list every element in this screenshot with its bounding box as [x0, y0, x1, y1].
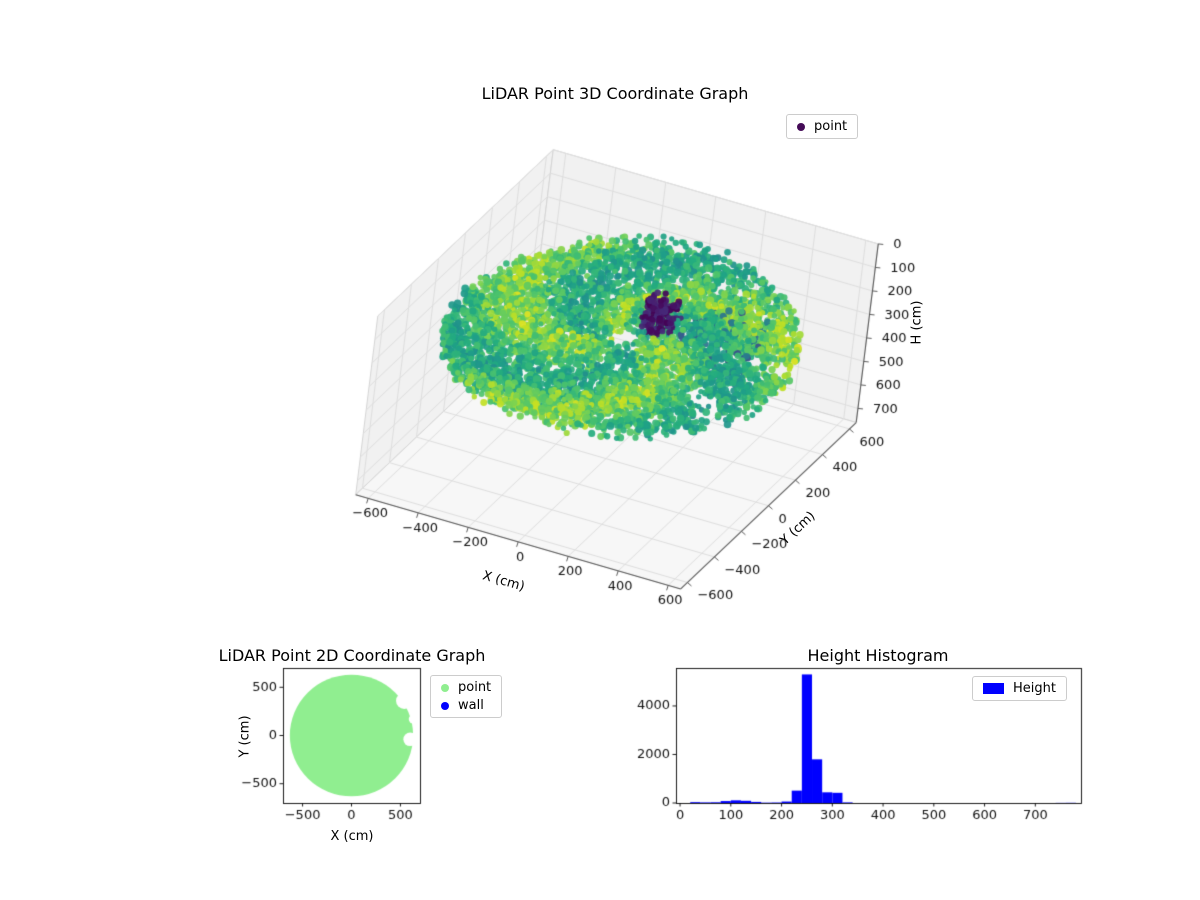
point-marker-icon	[441, 683, 449, 692]
plot2d-legend: point wall	[430, 675, 503, 718]
legend-label: wall	[458, 698, 484, 713]
plot3d-title: LiDAR Point 3D Coordinate Graph	[481, 84, 749, 103]
legend-entry-point-3d: point	[797, 119, 847, 134]
legend-label: point	[814, 119, 848, 134]
legend-entry-point: point	[441, 680, 491, 695]
plot2d-yaxis-label: Y (cm)	[237, 715, 253, 758]
plot2d-xaxis-label: X (cm)	[330, 829, 374, 844]
plot2d-title: LiDAR Point 2D Coordinate Graph	[218, 646, 486, 665]
wall-marker-icon	[441, 701, 449, 710]
histogram-title: Height Histogram	[807, 646, 949, 665]
height-swatch-icon	[983, 683, 1004, 694]
plot3d-zaxis-label: H (cm)	[909, 300, 925, 345]
legend-label: Height	[1013, 681, 1056, 696]
legend-label: point	[458, 680, 492, 695]
legend-entry-wall: wall	[441, 698, 491, 713]
legend-entry-height: Height	[983, 681, 1056, 696]
point-marker-icon	[797, 122, 805, 131]
plot3d-legend: point	[786, 114, 859, 139]
histogram-legend: Height	[972, 676, 1067, 701]
